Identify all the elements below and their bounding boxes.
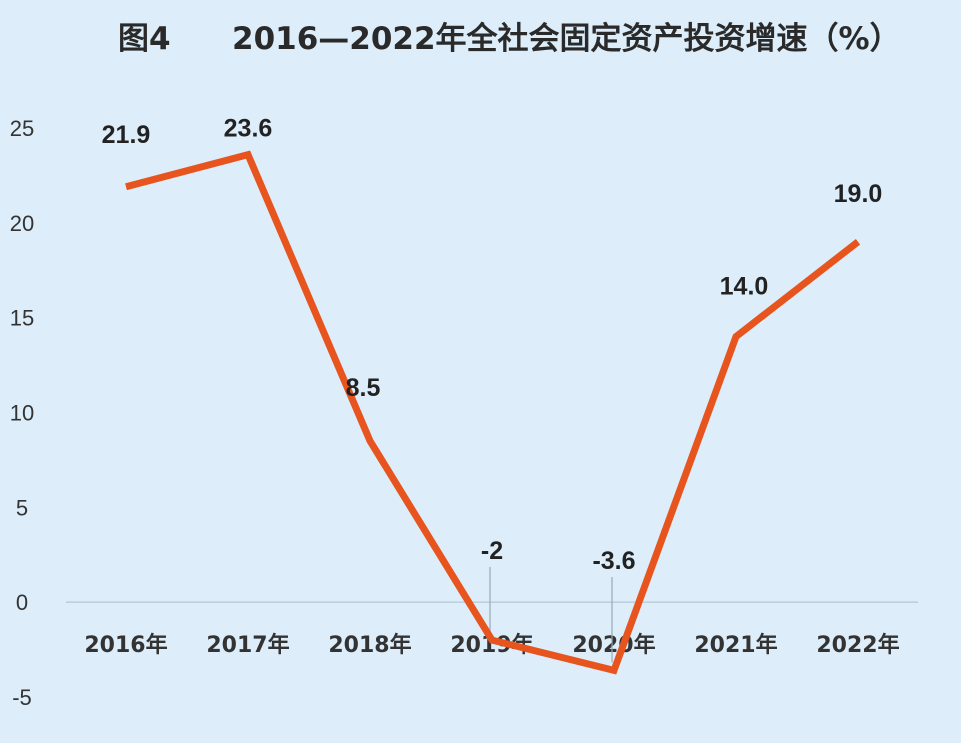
data-label: 14.0 <box>720 273 769 301</box>
data-label: 21.9 <box>102 121 151 149</box>
y-tick-label: 20 <box>10 211 34 236</box>
x-tick-label: 2021年 <box>694 632 777 658</box>
x-tick-label: 2022年 <box>816 632 899 658</box>
x-tick-label: 2017年 <box>206 632 289 658</box>
data-labels: 21.9 23.6 8.5 -2 -3.6 14.0 19.0 <box>102 115 883 575</box>
x-tick-label: 2016年 <box>84 632 167 658</box>
y-tick-label: 15 <box>10 306 34 331</box>
data-label: 19.0 <box>834 180 883 208</box>
y-tick-label: 0 <box>16 590 28 615</box>
chart-title: 2016—2022年全社会固定资产投资增速（%） <box>232 21 901 57</box>
y-tick-label: 25 <box>10 116 34 141</box>
y-tick-label: -5 <box>12 685 32 710</box>
data-label: 8.5 <box>346 374 381 402</box>
data-label: -3.6 <box>592 547 635 575</box>
label-leader-lines <box>489 567 613 663</box>
x-tick-label: 2020年 <box>572 632 655 658</box>
data-label: 23.6 <box>224 115 273 143</box>
y-tick-label: 5 <box>16 495 28 520</box>
y-tick-label: 10 <box>10 401 34 426</box>
y-axis: 25 20 15 10 5 0 -5 <box>10 116 34 710</box>
data-label: -2 <box>481 537 503 565</box>
series-line <box>125 150 861 675</box>
x-tick-label: 2018年 <box>328 632 411 658</box>
chart-title-prefix: 图4 <box>118 21 171 57</box>
